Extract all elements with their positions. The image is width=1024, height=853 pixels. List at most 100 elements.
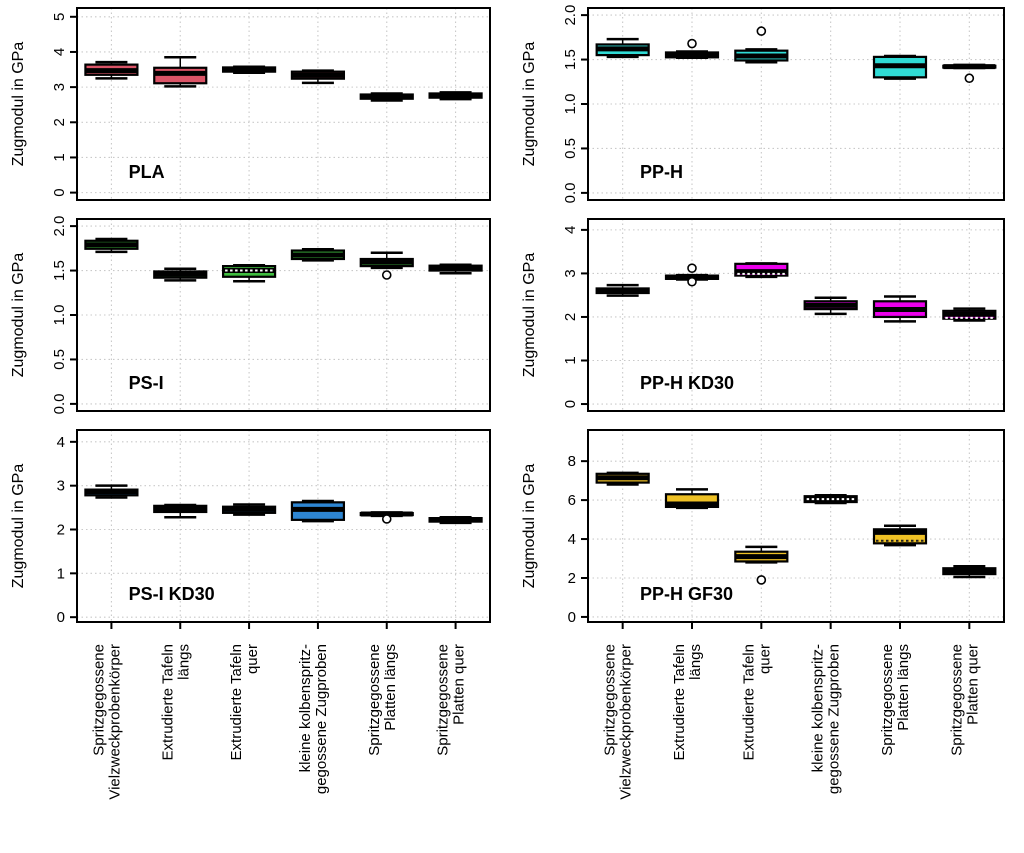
y-tick-label: 0.5 [51, 349, 68, 370]
category-label-line1: kleine kolbenspritz- [297, 644, 314, 772]
y-tick-label: 0.5 [562, 138, 579, 159]
panel-label: PP-H GF30 [640, 584, 733, 604]
box-ps-i-cat3 [221, 263, 277, 283]
box-pla-cat3 [221, 65, 277, 74]
y-axis-title: Zugmodul in GPa [521, 42, 538, 167]
box-pp-h-gf30-cat2 [664, 488, 720, 510]
box-ps-i-kd30-cat3 [221, 503, 277, 516]
y-tick-label: 0 [51, 188, 68, 196]
panel-ps-i-kd30: 0 1 2 3 4 Zugmodul in GPa PS-I KD30 Spritzgegos… [10, 429, 491, 800]
y-axis-title: Zugmodul in GPa [10, 253, 27, 378]
box-ps-i-kd30-cat6 [428, 515, 483, 525]
y-tick-label: 2 [562, 313, 579, 321]
panel-label: PP-H KD30 [640, 373, 734, 393]
outlier-point [964, 73, 975, 84]
box-ps-i-kd30-cat2 [153, 503, 208, 519]
box-ps-i-kd30-cat4 [290, 499, 346, 523]
category-label-line2: Platten quer [451, 644, 468, 725]
y-tick-label: 1 [51, 153, 68, 161]
box-ps-i-kd30-cat5 [359, 511, 414, 524]
y-tick-label: 4 [51, 48, 68, 56]
box-ps-i-cat1 [84, 237, 139, 254]
y-tick-label: 2.0 [562, 5, 579, 26]
box-pp-h-cat2 [664, 38, 720, 60]
category-label-line1: Spritzgegossene [948, 644, 965, 756]
y-axis-title: Zugmodul in GPa [521, 253, 538, 378]
category-label-line2: längs [687, 644, 704, 680]
panel-pp-h-gf30: 0 2 4 6 8 Zugmodul in GPa PP-H GF30 Spritzgegos… [521, 429, 1005, 800]
category-label-line1: Spritzgegossene [90, 644, 107, 756]
box-pla-cat1 [84, 60, 139, 80]
y-tick-label: 0 [568, 609, 576, 626]
category-label-line1: Spritzgegossene [366, 644, 383, 756]
y-tick-label: 1.0 [562, 94, 579, 115]
outlier-point [381, 514, 392, 524]
y-tick-label: 2 [57, 522, 65, 539]
box-ps-i-cat5 [359, 251, 414, 280]
box-pp-h-cat3 [734, 26, 789, 64]
box-pp-h-kd30-cat2 [664, 263, 720, 287]
category-label-line2: Platten längs [382, 644, 399, 731]
plot-frame [587, 429, 1005, 623]
y-tick-label: 4 [568, 531, 576, 548]
y-tick-label: 2 [51, 118, 68, 126]
box-pp-h-kd30-cat1 [595, 283, 650, 297]
category-label-line2: Platten quer [964, 644, 981, 725]
panel-label: PLA [129, 162, 165, 182]
category-label-line2: Vielzweckprobenkörper [618, 644, 635, 800]
y-tick-label: 1 [57, 565, 65, 582]
box-pp-h-cat5 [872, 54, 928, 80]
y-tick-label: 0 [562, 400, 579, 408]
y-tick-label: 3 [51, 83, 68, 91]
box-pla-cat2 [153, 55, 208, 88]
category-label-line2: quer [756, 644, 773, 674]
category-label-line1: Extrudierte Tafeln [228, 644, 245, 760]
y-tick-label: 1.0 [51, 305, 68, 326]
box-pp-h-kd30-cat3 [734, 262, 789, 279]
panel-label: PS-I KD30 [129, 584, 215, 604]
y-tick-label: 2 [568, 570, 576, 587]
y-tick-label: 3 [562, 269, 579, 277]
box-pla-cat5 [359, 92, 414, 102]
category-label-line1: Extrudierte Tafeln [740, 644, 757, 760]
plot-frame [76, 429, 491, 623]
category-label-line1: Extrudierte Tafeln [671, 644, 688, 760]
box-pp-h-gf30-cat5 [872, 524, 928, 547]
category-label-line1: Spritzgegossene [435, 644, 452, 756]
y-tick-label: 8 [568, 453, 576, 470]
box-pp-h-gf30-cat4 [803, 493, 858, 505]
y-tick-label: 1.5 [51, 260, 68, 281]
panel-pp-h-kd30: 0 1 2 3 4 Zugmodul in GPa PP-H KD30 [521, 218, 1005, 412]
category-label-line1: Spritzgegossene [879, 644, 896, 756]
box-pp-h-kd30-cat4 [803, 296, 858, 316]
outlier-point [756, 575, 767, 585]
plot-frame [587, 218, 1005, 412]
category-label-line1: Spritzgegossene [602, 644, 619, 756]
category-label-line2: quer [244, 644, 261, 674]
category-label-line2: gegossene Zugproben [313, 644, 330, 794]
y-axis-title: Zugmodul in GPa [10, 464, 27, 589]
category-label-line1: kleine kolbenspritz- [810, 644, 827, 772]
outlier-point [687, 263, 697, 273]
y-tick-label: 4 [57, 434, 65, 451]
y-axis-title: Zugmodul in GPa [521, 464, 538, 589]
y-tick-label: 0.0 [51, 393, 68, 414]
y-tick-label: 2.0 [51, 216, 68, 237]
category-label-line2: längs [175, 644, 192, 680]
box-ps-i-cat4 [290, 247, 346, 262]
box-pp-h-kd30-cat6 [942, 307, 997, 322]
outlier-point [381, 270, 392, 280]
outlier-point [687, 276, 697, 287]
y-tick-label: 6 [568, 492, 576, 509]
outlier-point [687, 38, 697, 49]
plot-frame [76, 7, 491, 201]
category-label-line2: gegossene Zugproben [826, 644, 843, 794]
y-tick-label: 0 [57, 609, 65, 626]
box-pp-h-gf30-cat1 [595, 471, 650, 486]
box-ps-i-kd30-cat1 [84, 484, 139, 499]
outlier-point [756, 26, 767, 36]
category-label-line2: Platten längs [895, 644, 912, 731]
y-axis-title: Zugmodul in GPa [10, 42, 27, 167]
